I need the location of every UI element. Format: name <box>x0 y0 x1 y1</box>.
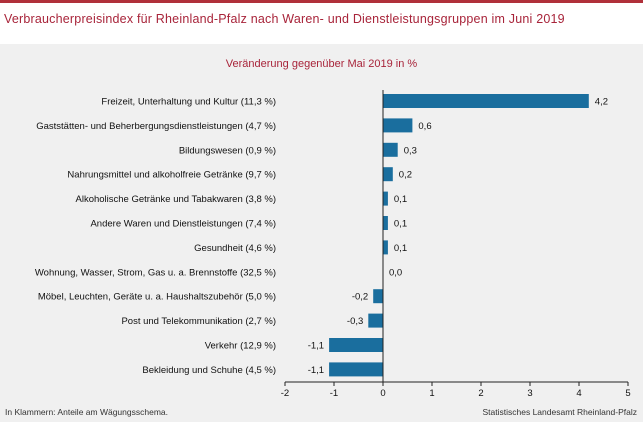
x-tick-label: -2 <box>281 388 289 399</box>
footnote: In Klammern: Anteile am Wägungsschema. <box>5 407 168 417</box>
category-label: Bildungswesen (0,9 %) <box>179 145 276 156</box>
source-note: Statistisches Landesamt Rheinland-Pfalz <box>482 407 638 417</box>
x-tick-label: 1 <box>429 388 434 399</box>
bar <box>373 289 383 304</box>
x-tick-label: 2 <box>478 388 483 399</box>
page-title: Verbraucherpreisindex für Rheinland-Pfal… <box>4 12 565 26</box>
bar <box>383 240 388 255</box>
value-label: 0,2 <box>399 170 412 181</box>
value-label: 4,2 <box>595 97 608 108</box>
x-tick-label: -1 <box>330 388 338 399</box>
category-label: Bekleidung und Schuhe (4,5 %) <box>142 365 276 376</box>
category-label: Möbel, Leuchten, Geräte u. a. Haushaltsz… <box>38 292 276 303</box>
category-label: Gesundheit (4,6 %) <box>194 243 276 254</box>
x-tick-label: 4 <box>576 388 581 399</box>
value-label: -0,3 <box>347 316 363 327</box>
bar <box>368 313 383 328</box>
bar <box>329 362 383 377</box>
value-label: -1,1 <box>308 365 324 376</box>
category-label: Wohnung, Wasser, Strom, Gas u. a. Brenns… <box>35 267 276 278</box>
x-tick-label: 5 <box>625 388 630 399</box>
value-label: 0,1 <box>394 194 407 205</box>
value-label: 0,3 <box>404 145 417 156</box>
x-tick-label: 0 <box>380 388 385 399</box>
bar <box>383 167 393 182</box>
value-label: -0,2 <box>352 292 368 303</box>
category-label: Nahrungsmittel und alkoholfreie Getränke… <box>67 170 276 181</box>
bar <box>383 118 413 133</box>
chart-subtitle: Veränderung gegenüber Mai 2019 in % <box>225 58 418 70</box>
value-label: 0,6 <box>418 121 431 132</box>
bar <box>329 338 383 352</box>
category-label: Post und Telekommunikation (2,7 %) <box>121 316 276 327</box>
category-label: Alkoholische Getränke und Tabakwaren (3,… <box>76 194 277 205</box>
bar <box>383 142 398 157</box>
category-label: Andere Waren und Dienstleistungen (7,4 %… <box>90 219 276 230</box>
bar <box>383 216 388 230</box>
category-label: Freizeit, Unterhaltung und Kultur (11,3 … <box>101 97 276 108</box>
category-label: Gaststätten- und Beherbergungsdienstleis… <box>36 121 276 132</box>
title-rule <box>0 0 643 3</box>
bar <box>383 191 388 206</box>
bar <box>383 94 589 108</box>
value-label: 0,1 <box>394 243 407 254</box>
value-label: 0,0 <box>389 267 402 278</box>
value-label: 0,1 <box>394 219 407 230</box>
category-label: Verkehr (12,9 %) <box>205 341 276 352</box>
value-label: -1,1 <box>308 341 324 352</box>
x-tick-label: 3 <box>527 388 532 399</box>
